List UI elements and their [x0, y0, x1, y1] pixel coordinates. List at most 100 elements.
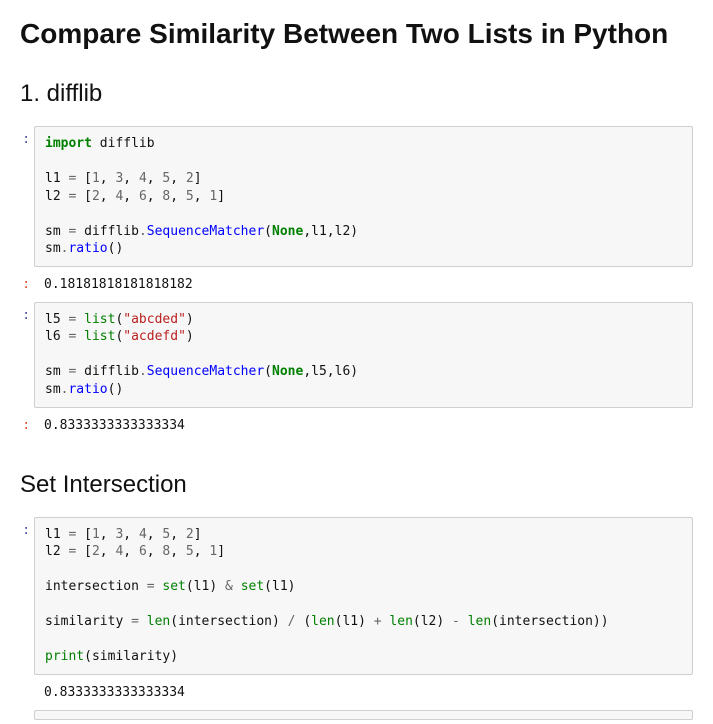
output-cell-1: : 0.18181818181818182 [20, 271, 693, 302]
builtin-len: len [147, 614, 170, 629]
number: 3 [115, 527, 123, 542]
page-title: Compare Similarity Between Two Lists in … [20, 18, 693, 50]
args: ,l5,l6) [303, 364, 358, 379]
var: l2 [45, 544, 61, 559]
builtin-print: print [45, 649, 84, 664]
number: 8 [162, 189, 170, 204]
parens: () [108, 382, 124, 397]
bracket: [ [84, 527, 92, 542]
operator: = [68, 544, 76, 559]
input-prompt [20, 710, 34, 724]
operator-plus: + [374, 614, 382, 629]
output-text: 0.8333333333333334 [34, 412, 693, 443]
section-heading-set: Set Intersection [20, 471, 693, 499]
number: 5 [186, 544, 194, 559]
number: 1 [92, 171, 100, 186]
input-prompt: : [20, 517, 34, 679]
code-block[interactable] [34, 710, 693, 720]
number: 1 [92, 527, 100, 542]
module-name: difflib [100, 136, 155, 151]
var: l6 [45, 329, 61, 344]
bracket: [ [84, 171, 92, 186]
obj: sm [45, 382, 61, 397]
string: "acdefd" [123, 329, 186, 344]
none-const: None [272, 224, 303, 239]
code-cell-4-partial [20, 710, 693, 724]
code-block[interactable]: l5 = list("abcded") l6 = list("acdefd") … [34, 302, 693, 408]
number: 8 [162, 544, 170, 559]
number: 6 [139, 544, 147, 559]
operator: = [68, 224, 76, 239]
code-block[interactable]: import difflib l1 = [1, 3, 4, 5, 2] l2 =… [34, 126, 693, 267]
keyword-import: import [45, 136, 92, 151]
builtin-list: list [84, 329, 115, 344]
input-prompt: : [20, 302, 34, 412]
string: "abcded" [123, 312, 186, 327]
number: 2 [92, 189, 100, 204]
number: 3 [115, 171, 123, 186]
output-prompt: : [20, 412, 34, 443]
code-cell-1: : import difflib l1 = [1, 3, 4, 5, 2] l2… [20, 126, 693, 271]
output-prompt: : [20, 271, 34, 302]
output-cell-2: : 0.8333333333333334 [20, 412, 693, 443]
builtin-len: len [468, 614, 491, 629]
args: (l2) [413, 614, 444, 629]
output-text: 0.18181818181818182 [34, 271, 693, 302]
operator: = [68, 329, 76, 344]
builtin-set: set [241, 579, 264, 594]
obj: difflib [84, 224, 139, 239]
operator: = [68, 527, 76, 542]
class-name: SequenceMatcher [147, 224, 264, 239]
code-cell-3: : l1 = [1, 3, 4, 5, 2] l2 = [2, 4, 6, 8,… [20, 517, 693, 679]
output-prompt [20, 679, 34, 710]
code-block[interactable]: l1 = [1, 3, 4, 5, 2] l2 = [2, 4, 6, 8, 5… [34, 517, 693, 675]
builtin-len: len [311, 614, 334, 629]
builtin-len: len [389, 614, 412, 629]
builtin-set: set [162, 579, 185, 594]
number: 5 [162, 527, 170, 542]
operator-div: / [288, 614, 296, 629]
section-heading-difflib: 1. difflib [20, 80, 693, 108]
number: 5 [162, 171, 170, 186]
number: 2 [186, 171, 194, 186]
args: (l1) [264, 579, 295, 594]
args: (similarity) [84, 649, 178, 664]
number: 4 [139, 171, 147, 186]
number: 6 [139, 189, 147, 204]
bracket: ] [194, 171, 202, 186]
bracket: [ [84, 189, 92, 204]
output-text: 0.8333333333333334 [34, 679, 693, 710]
obj: sm [45, 241, 61, 256]
obj: difflib [84, 364, 139, 379]
var: similarity [45, 614, 123, 629]
paren: ) [186, 312, 194, 327]
class-name: SequenceMatcher [147, 364, 264, 379]
code-cell-2: : l5 = list("abcded") l6 = list("acdefd"… [20, 302, 693, 412]
bracket: ] [194, 527, 202, 542]
var: sm [45, 364, 61, 379]
var: l1 [45, 171, 61, 186]
operator: = [68, 312, 76, 327]
args: (l1) [335, 614, 366, 629]
operator: = [147, 579, 155, 594]
output-cell-3: 0.8333333333333334 [20, 679, 693, 710]
dot: . [139, 224, 147, 239]
var: l2 [45, 189, 61, 204]
number: 4 [115, 189, 123, 204]
operator: = [68, 364, 76, 379]
operator: = [131, 614, 139, 629]
dot: . [139, 364, 147, 379]
number: 4 [115, 544, 123, 559]
args: (intersection) [170, 614, 280, 629]
paren: ( [303, 614, 311, 629]
operator: = [68, 171, 76, 186]
number: 2 [186, 527, 194, 542]
bracket: ] [217, 544, 225, 559]
var: intersection [45, 579, 139, 594]
number: 2 [92, 544, 100, 559]
var: l5 [45, 312, 61, 327]
paren: ( [264, 224, 272, 239]
operator-minus: - [452, 614, 460, 629]
number: 5 [186, 189, 194, 204]
args: (intersection)) [491, 614, 608, 629]
